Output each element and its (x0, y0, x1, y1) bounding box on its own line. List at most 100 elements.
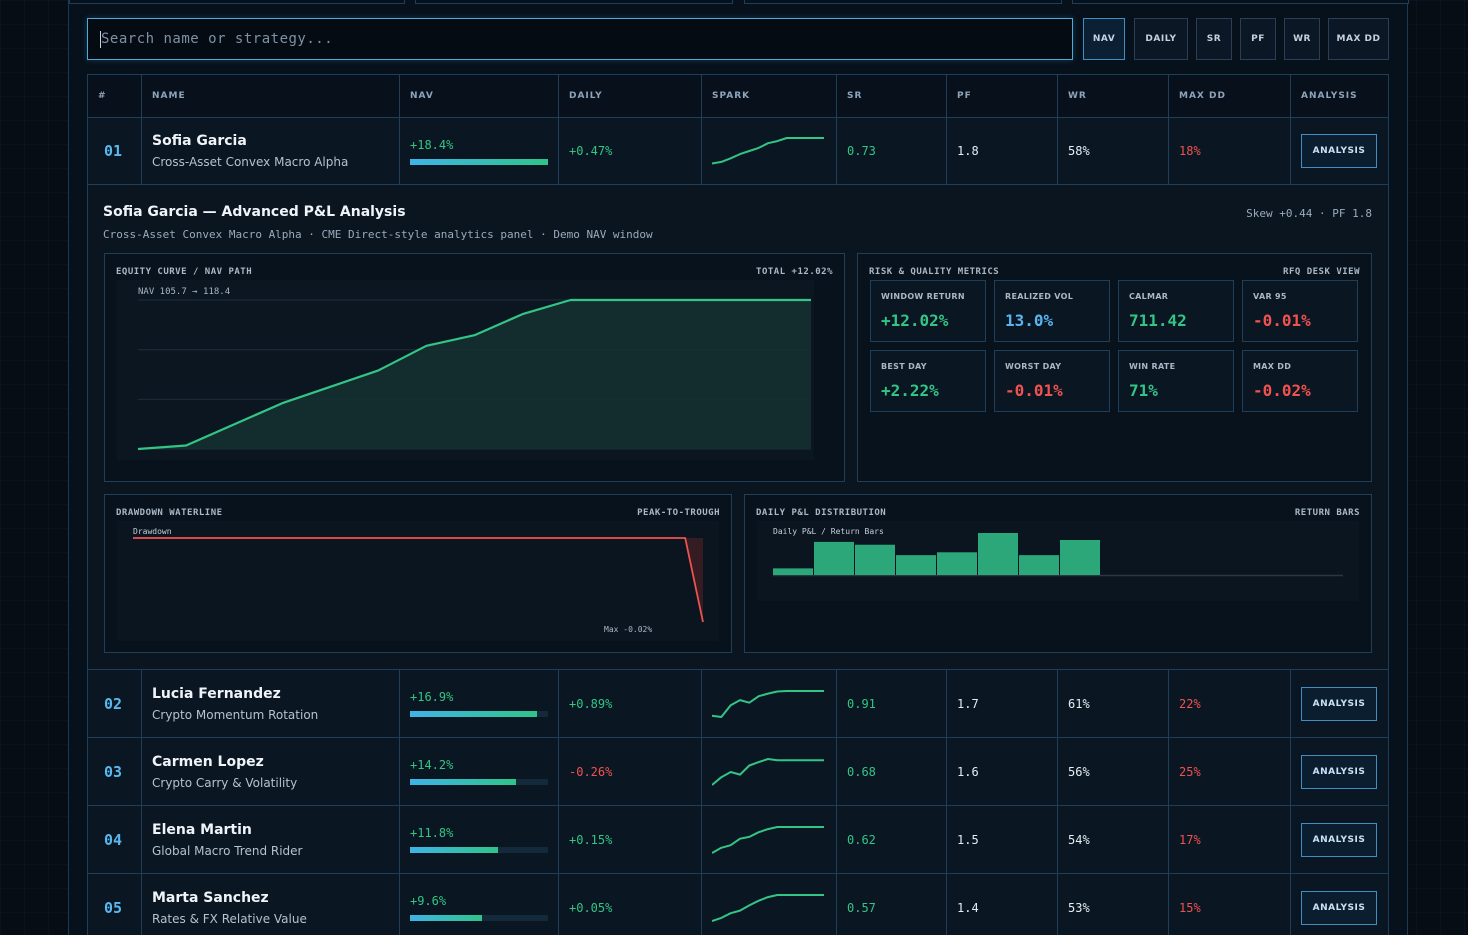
col-header-name[interactable]: NAME (142, 75, 400, 117)
rank-number: 05 (104, 898, 123, 917)
equity-curve-panel: EQUITY CURVE / NAV PATH TOTAL +12.02% NA… (104, 253, 845, 482)
profit-factor: 1.4 (957, 900, 979, 915)
tab-stub (69, 0, 405, 4)
sort-daily-button[interactable]: DAILY (1134, 18, 1188, 60)
sharpe-ratio: 0.91 (847, 696, 876, 711)
name-cell: Marta Sanchez Rates & FX Relative Value (142, 874, 400, 935)
analysis-subtitle: Cross-Asset Convex Macro Alpha · CME Dir… (103, 228, 653, 241)
col-header-rank[interactable]: # (88, 75, 142, 117)
col-header-nav[interactable]: NAV (400, 75, 559, 117)
col-header-sr[interactable]: SR (837, 75, 947, 117)
nav-cell: +9.6% (400, 874, 559, 935)
search-placeholder: Search name or strategy... (101, 31, 334, 47)
peak-to-trough-label: PEAK-TO-TROUGH (637, 508, 720, 518)
analysis-button[interactable]: ANALYSIS (1301, 686, 1377, 721)
max-drawdown: 18% (1179, 144, 1201, 158)
pnl-analysis-panel: Sofia Garcia — Advanced P&L Analysis Cro… (88, 185, 1388, 670)
spark-cell (702, 806, 837, 873)
sort-nav-button[interactable]: NAV (1083, 18, 1125, 60)
win-rate: 58% (1068, 144, 1090, 158)
chart-background (117, 521, 719, 641)
max-drawdown: 22% (1179, 696, 1201, 711)
table-row[interactable]: 05 Marta Sanchez Rates & FX Relative Valu… (88, 874, 1388, 935)
col-header-pf[interactable]: PF (947, 75, 1058, 117)
analysis-cell: ANALYSIS (1291, 738, 1388, 805)
equity-curve-title: EQUITY CURVE / NAV PATH (116, 267, 253, 277)
table-row[interactable]: 03 Carmen Lopez Crypto Carry & Volatility… (88, 738, 1388, 806)
rfq-desk-view: RFQ DESK VIEW (1283, 267, 1360, 277)
col-header-label: NAME (152, 91, 186, 101)
profit-factor: 1.7 (957, 696, 979, 711)
sort-max-dd-button[interactable]: MAX DD (1328, 18, 1389, 60)
pf-cell: 1.5 (947, 806, 1058, 873)
strategy-name: Rates & FX Relative Value (152, 911, 307, 926)
metric-label: WIN RATE (1129, 362, 1176, 371)
analysis-cell: ANALYSIS (1291, 806, 1388, 873)
metric-label: WINDOW RETURN (881, 292, 965, 301)
pnl-bar (978, 533, 1018, 575)
analysis-button[interactable]: ANALYSIS (1301, 822, 1377, 857)
search-input[interactable]: Search name or strategy... (87, 18, 1073, 60)
col-header-label: ANALYSIS (1301, 91, 1358, 101)
trader-name: Lucia Fernandez (152, 685, 281, 702)
sparkline-chart (712, 137, 824, 165)
pnl-bar (1019, 555, 1059, 575)
daily-cell: -0.26% (559, 738, 702, 805)
col-header-daily[interactable]: DAILY (559, 75, 702, 117)
win-rate: 53% (1068, 900, 1090, 915)
max-drawdown: 17% (1179, 832, 1201, 847)
col-header-max-dd[interactable]: MAX DD (1169, 75, 1291, 117)
nav-progress-fill (410, 158, 548, 165)
rank-number: 01 (104, 142, 123, 160)
nav-annotation: NAV 105.7 → 118.4 (138, 287, 230, 297)
nav-progress-fill (410, 779, 517, 785)
col-header-label: SR (847, 91, 863, 101)
metric-var-95: VAR 95 -0.01% (1242, 280, 1358, 342)
sort-sr-button[interactable]: SR (1196, 18, 1232, 60)
col-header-label: # (98, 91, 107, 101)
sharpe-ratio: 0.62 (847, 832, 876, 847)
sr-cell: 0.62 (837, 806, 947, 873)
nav-progress-bar (410, 711, 548, 717)
max-drawdown-label: Max -0.02% (604, 625, 652, 634)
metric-best-day: BEST DAY +2.22% (870, 350, 986, 412)
sort-wr-button[interactable]: WR (1284, 18, 1320, 60)
nav-cell: +11.8% (400, 806, 559, 873)
equity-total-return: TOTAL +12.02% (756, 267, 833, 277)
analysis-button[interactable]: ANALYSIS (1301, 754, 1377, 789)
sr-cell: 0.73 (837, 118, 947, 184)
col-header-wr[interactable]: WR (1058, 75, 1169, 117)
max-dd-cell: 15% (1169, 874, 1291, 935)
pnl-bar (773, 568, 813, 575)
nav-value: +9.6% (410, 894, 447, 908)
metric-label: MAX DD (1253, 362, 1292, 371)
metric-calmar: CALMAR 711.42 (1118, 280, 1234, 342)
table-row[interactable]: 04 Elena Martin Global Macro Trend Rider … (88, 806, 1388, 874)
daily-cell: +0.89% (559, 670, 702, 737)
metric-value: -0.02% (1253, 381, 1311, 400)
risk-metrics-title: RISK & QUALITY METRICS (869, 267, 1000, 277)
sr-cell: 0.91 (837, 670, 947, 737)
daily-change: +0.05% (569, 900, 613, 915)
analysis-button[interactable]: ANALYSIS (1301, 890, 1377, 925)
return-bars-label: RETURN BARS (1294, 508, 1360, 518)
nav-cell: +18.4% (400, 118, 559, 184)
metric-value: +12.02% (881, 311, 949, 330)
sort-pf-button[interactable]: PF (1240, 18, 1276, 60)
sharpe-ratio: 0.57 (847, 900, 876, 915)
pnl-bar (1060, 540, 1100, 575)
table-row[interactable]: 02 Lucia Fernandez Crypto Momentum Rotati… (88, 670, 1388, 738)
analysis-button[interactable]: ANALYSIS (1301, 134, 1377, 168)
rank-cell: 05 (88, 874, 142, 935)
pnl-distribution-title: DAILY P&L DISTRIBUTION (756, 508, 887, 518)
col-header-label: DAILY (569, 91, 603, 101)
rank-number: 02 (104, 694, 123, 713)
equity-area (138, 300, 811, 449)
leaderboard-table: # NAME NAV DAILY SPARK SR PF WR MAX DD A… (87, 74, 1389, 935)
spark-cell (702, 738, 837, 805)
table-row[interactable]: 01 Sofia Garcia Cross-Asset Convex Macro … (88, 118, 1388, 185)
analysis-cell: ANALYSIS (1291, 670, 1388, 737)
max-dd-cell: 17% (1169, 806, 1291, 873)
sr-cell: 0.57 (837, 874, 947, 935)
col-header-analysis: ANALYSIS (1291, 75, 1388, 117)
